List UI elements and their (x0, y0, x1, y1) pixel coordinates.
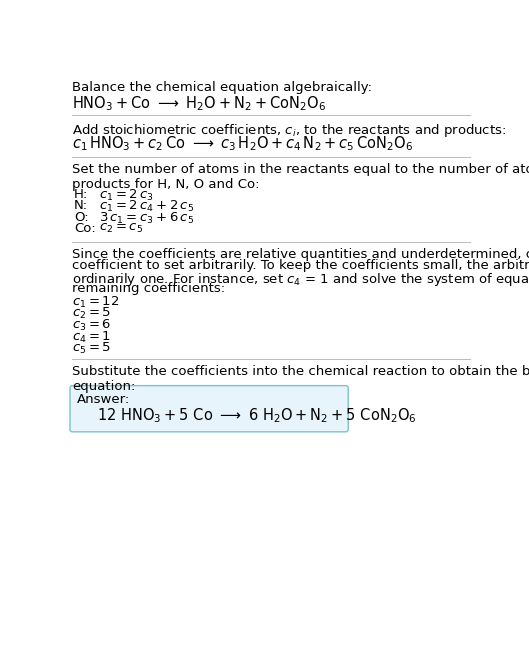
Text: Answer:: Answer: (77, 393, 130, 406)
Text: $\mathit{c_1} = 2\,\mathit{c_4} + 2\,\mathit{c_5}$: $\mathit{c_1} = 2\,\mathit{c_4} + 2\,\ma… (99, 199, 194, 214)
Text: Balance the chemical equation algebraically:: Balance the chemical equation algebraica… (72, 82, 372, 94)
Text: $\mathit{c_4} = 1$: $\mathit{c_4} = 1$ (72, 329, 112, 345)
Text: $\mathit{c_3} = 6$: $\mathit{c_3} = 6$ (72, 318, 112, 333)
Text: $3\,\mathit{c_1} = \mathit{c_3} + 6\,\mathit{c_5}$: $3\,\mathit{c_1} = \mathit{c_3} + 6\,\ma… (99, 211, 194, 226)
Text: $\mathit{c_1}\,\mathrm{HNO_3} + \mathit{c_2}\,\mathrm{Co}\ \longrightarrow\ \mat: $\mathit{c_1}\,\mathrm{HNO_3} + \mathit{… (72, 134, 414, 153)
Text: $\mathit{c_2} = \mathit{c_5}$: $\mathit{c_2} = \mathit{c_5}$ (99, 223, 143, 236)
Text: $\mathit{c_5} = 5$: $\mathit{c_5} = 5$ (72, 341, 112, 356)
Text: Since the coefficients are relative quantities and underdetermined, choose a: Since the coefficients are relative quan… (72, 248, 529, 261)
Text: O:: O: (74, 211, 88, 224)
Text: N:: N: (74, 199, 88, 212)
Text: Substitute the coefficients into the chemical reaction to obtain the balanced
eq: Substitute the coefficients into the che… (72, 365, 529, 393)
Text: remaining coefficients:: remaining coefficients: (72, 283, 225, 296)
Text: Co:: Co: (74, 223, 96, 236)
Text: $\mathit{c_2} = 5$: $\mathit{c_2} = 5$ (72, 306, 112, 322)
Text: Add stoichiometric coefficients, $\mathit{c_i}$, to the reactants and products:: Add stoichiometric coefficients, $\mathi… (72, 122, 507, 138)
Text: $\mathit{c_1} = 12$: $\mathit{c_1} = 12$ (72, 295, 120, 310)
Text: coefficient to set arbitrarily. To keep the coefficients small, the arbitrary va: coefficient to set arbitrarily. To keep … (72, 259, 529, 272)
Text: H:: H: (74, 188, 88, 201)
Text: Set the number of atoms in the reactants equal to the number of atoms in the
pro: Set the number of atoms in the reactants… (72, 163, 529, 191)
Text: $\mathrm{12\ HNO_3 + 5\ Co\ \longrightarrow\ 6\ H_2O + N_2 + 5\ CoN_2O_6}$: $\mathrm{12\ HNO_3 + 5\ Co\ \longrightar… (97, 406, 417, 425)
Text: $\mathit{c_1} = 2\,\mathit{c_3}$: $\mathit{c_1} = 2\,\mathit{c_3}$ (99, 188, 153, 203)
Text: $\mathrm{HNO_3 + Co\ \longrightarrow\ H_2O + N_2 + CoN_2O_6}$: $\mathrm{HNO_3 + Co\ \longrightarrow\ H_… (72, 94, 326, 113)
FancyBboxPatch shape (70, 386, 348, 432)
Text: ordinarily one. For instance, set $\mathit{c_4}$ = 1 and solve the system of equ: ordinarily one. For instance, set $\math… (72, 271, 529, 288)
